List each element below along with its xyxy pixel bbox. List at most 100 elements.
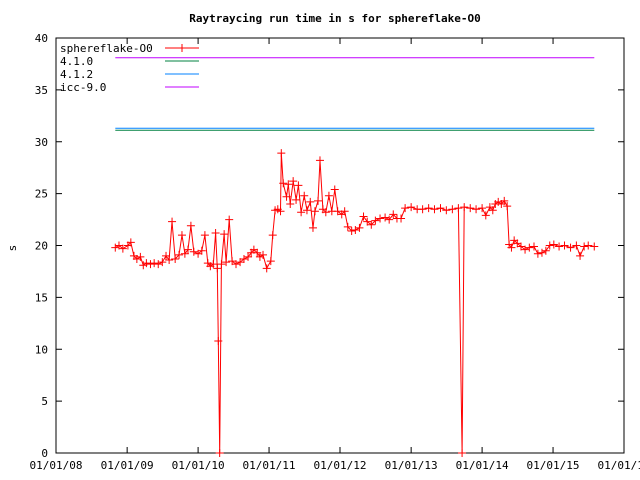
data-point <box>244 252 253 261</box>
data-point <box>584 241 593 250</box>
chart-title: Raytraycing run time in s for sphereflak… <box>189 12 480 25</box>
data-point <box>525 243 534 252</box>
legend-marker <box>178 44 186 52</box>
data-point <box>289 177 298 186</box>
series-line-sphereflake-O0 <box>115 153 595 454</box>
data-point <box>590 242 599 251</box>
legend-label: icc-9.0 <box>60 81 106 94</box>
y-tick-label: 35 <box>35 84 48 97</box>
data-point <box>460 203 469 212</box>
legend-label: 4.1.0 <box>60 55 93 68</box>
data-point <box>118 244 127 253</box>
data-point <box>232 260 241 269</box>
x-tick-label: 01/01/08 <box>30 459 83 472</box>
data-point <box>259 250 268 259</box>
data-point <box>297 208 306 217</box>
data-point <box>302 206 311 215</box>
data-point <box>214 336 223 345</box>
data-point <box>347 226 356 235</box>
data-point <box>580 242 589 251</box>
data-point <box>355 223 364 232</box>
data-point <box>150 259 159 268</box>
data-point <box>458 449 467 457</box>
data-point <box>537 248 546 257</box>
data-point <box>533 249 542 258</box>
data-point <box>268 231 277 240</box>
data-point <box>545 241 554 250</box>
data-point <box>340 207 349 216</box>
data-point <box>215 449 224 457</box>
data-point <box>333 207 342 216</box>
data-point <box>146 260 155 269</box>
x-tick-label: 01/01/11 <box>243 459 296 472</box>
legend-label: 4.1.2 <box>60 68 93 81</box>
data-point <box>225 215 234 224</box>
x-tick-label: 01/01/09 <box>101 459 154 472</box>
data-point <box>266 257 275 266</box>
data-point <box>478 204 487 213</box>
x-tick-label: 01/01/10 <box>172 459 225 472</box>
data-point <box>321 208 330 217</box>
data-point <box>253 248 262 257</box>
data-point <box>200 231 209 240</box>
data-point <box>183 245 192 254</box>
data-point <box>448 205 457 214</box>
data-point <box>436 204 445 213</box>
data-point <box>279 179 288 188</box>
data-point <box>555 242 564 251</box>
x-tick-label: 01/01/13 <box>385 459 438 472</box>
data-point <box>507 243 516 252</box>
data-point <box>154 260 163 269</box>
data-point <box>371 216 380 225</box>
data-point <box>385 215 394 224</box>
data-point <box>466 204 475 213</box>
data-point <box>142 259 151 268</box>
data-point <box>330 185 339 194</box>
data-point <box>158 258 167 267</box>
data-point <box>186 221 195 230</box>
data-point <box>418 205 427 214</box>
data-point <box>343 222 352 231</box>
data-point <box>481 211 490 220</box>
data-point <box>239 254 248 263</box>
data-point <box>168 217 177 226</box>
data-point <box>529 242 538 251</box>
data-point <box>401 204 410 213</box>
data-point <box>277 149 286 158</box>
data-point <box>126 238 135 247</box>
data-point <box>213 264 222 273</box>
y-tick-label: 5 <box>41 395 48 408</box>
data-point <box>389 210 398 219</box>
data-point <box>472 205 481 214</box>
data-point <box>430 205 439 214</box>
y-tick-label: 20 <box>35 240 48 253</box>
data-point <box>576 251 585 260</box>
y-tick-label: 40 <box>35 32 48 45</box>
data-point <box>300 191 309 200</box>
data-point <box>284 180 293 189</box>
data-point <box>262 264 271 273</box>
data-point <box>136 252 145 261</box>
data-point <box>503 202 512 211</box>
data-point <box>314 196 323 205</box>
data-point <box>132 254 141 263</box>
x-tick-label: 01/01/12 <box>314 459 367 472</box>
data-point <box>197 246 206 255</box>
data-point <box>175 250 184 259</box>
data-point <box>171 254 180 263</box>
y-tick-label: 15 <box>35 291 48 304</box>
data-point <box>292 195 301 204</box>
data-point <box>572 241 581 250</box>
data-point <box>367 220 376 229</box>
x-tick-label: 01/01/15 <box>527 459 580 472</box>
data-point <box>566 243 575 252</box>
data-point <box>211 229 220 238</box>
y-tick-label: 25 <box>35 188 48 201</box>
data-point <box>516 242 525 251</box>
data-point <box>306 197 315 206</box>
y-tick-label: 30 <box>35 136 48 149</box>
data-point <box>351 225 360 234</box>
data-point <box>324 191 333 200</box>
data-point <box>424 204 433 213</box>
